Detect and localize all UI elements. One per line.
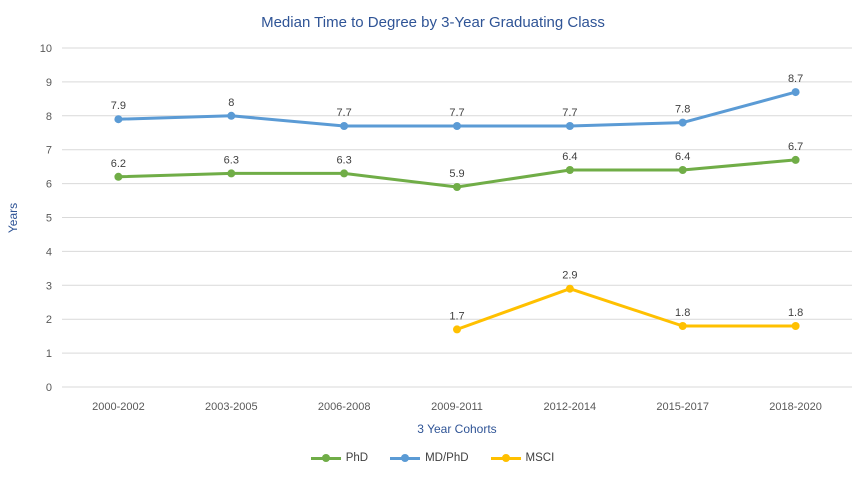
data-labels: 6.2 6.3 6.3 5.9 6.4 6.4 6.7 7.9 8 7.7 7.7 7.7 7.8 8.7…: [111, 73, 803, 322]
x-axis-tick-label: 2018-2020: [769, 401, 822, 413]
data-point-phd: [791, 155, 800, 164]
data-label-md-phd: 7.7: [562, 107, 577, 119]
legend-swatch-md-phd: [390, 454, 421, 462]
data-point-md-phd: [114, 115, 123, 124]
data-point-msci: [791, 322, 800, 330]
y-axis-title: Years: [6, 203, 20, 233]
data-label-phd: 6.7: [788, 141, 803, 153]
data-label-md-phd: 7.7: [336, 107, 351, 119]
legend-label-phd: PhD: [345, 452, 369, 464]
y-axis-tick-labels: 0 1 2 3 4 5 6 7 8 9 10: [40, 43, 52, 394]
data-label-md-phd: 8: [228, 97, 234, 109]
y-axis-tick-label: 1: [46, 348, 52, 360]
legend-label-md-phd: MD/PhD: [425, 452, 469, 464]
data-point-md-phd: [565, 122, 574, 130]
data-point-msci: [565, 284, 574, 293]
data-label-phd: 6.2: [111, 158, 126, 170]
legend: PhD MD/PhD MSCI: [0, 452, 865, 464]
data-label-phd: 6.3: [336, 154, 351, 166]
x-axis-tick-labels: 2000-2002 2003-2005 2006-2008 2009-2011 2012…: [92, 401, 822, 413]
x-axis-title: 3 Year Cohorts: [417, 422, 496, 436]
x-axis-tick-label: 2012-2014: [544, 401, 597, 413]
data-point-phd: [227, 169, 236, 178]
data-label-msci: 1.7: [449, 310, 464, 322]
y-axis-tick-label: 10: [40, 43, 52, 55]
y-axis-tick-label: 0: [46, 382, 52, 394]
chart-title: Median Time to Degree by 3-Year Graduati…: [261, 14, 605, 31]
x-axis-tick-label: 2009-2011: [431, 401, 483, 413]
data-point-md-phd: [340, 122, 349, 130]
gridlines: [62, 47, 852, 388]
x-axis-tick-label: 2006-2008: [318, 401, 371, 413]
data-point-md-phd: [678, 118, 687, 127]
x-axis-tick-label: 2003-2005: [205, 401, 258, 413]
y-axis-tick-label: 3: [46, 280, 52, 292]
data-label-md-phd: 8.7: [788, 73, 803, 85]
legend-swatch-msci: [490, 454, 521, 462]
data-label-md-phd: 7.8: [675, 104, 690, 116]
x-axis-tick-label: 2000-2002: [92, 401, 145, 413]
data-label-phd: 6.4: [675, 151, 690, 163]
series-line-msci: [455, 287, 798, 331]
data-label-msci: 1.8: [788, 307, 803, 319]
data-point-md-phd: [227, 111, 236, 120]
data-point-phd: [453, 183, 461, 191]
legend-item-msci: MSCI: [490, 452, 555, 464]
y-axis-tick-label: 2: [46, 314, 52, 326]
x-axis-tick-label: 2015-2017: [656, 401, 709, 413]
data-point-phd: [565, 166, 574, 174]
legend-item-md-phd: MD/PhD: [390, 452, 469, 464]
data-label-phd: 5.9: [449, 168, 464, 180]
data-label-phd: 6.4: [562, 151, 577, 163]
data-label-md-phd: 7.9: [111, 100, 126, 112]
y-axis-tick-label: 4: [46, 246, 52, 258]
data-label-md-phd: 7.7: [449, 107, 464, 119]
legend-label-msci: MSCI: [525, 452, 555, 464]
y-axis-tick-label: 5: [46, 213, 52, 225]
y-axis-tick-label: 6: [46, 179, 52, 191]
legend-swatch-phd: [310, 454, 341, 462]
legend-item-phd: PhD: [310, 452, 369, 464]
data-point-msci: [453, 325, 461, 334]
data-label-msci: 1.8: [675, 307, 690, 319]
data-point-phd: [340, 169, 349, 178]
y-axis-tick-label: 8: [46, 111, 52, 123]
data-point-md-phd: [791, 88, 800, 97]
data-point-md-phd: [453, 122, 461, 130]
data-point-msci: [678, 322, 687, 330]
y-axis-tick-label: 7: [46, 145, 52, 157]
y-axis-tick-label: 9: [46, 77, 52, 89]
data-label-phd: 6.3: [224, 154, 239, 166]
series-lines: [114, 88, 800, 334]
data-label-msci: 2.9: [562, 270, 577, 282]
data-point-phd: [678, 166, 687, 174]
data-point-phd: [114, 172, 123, 181]
